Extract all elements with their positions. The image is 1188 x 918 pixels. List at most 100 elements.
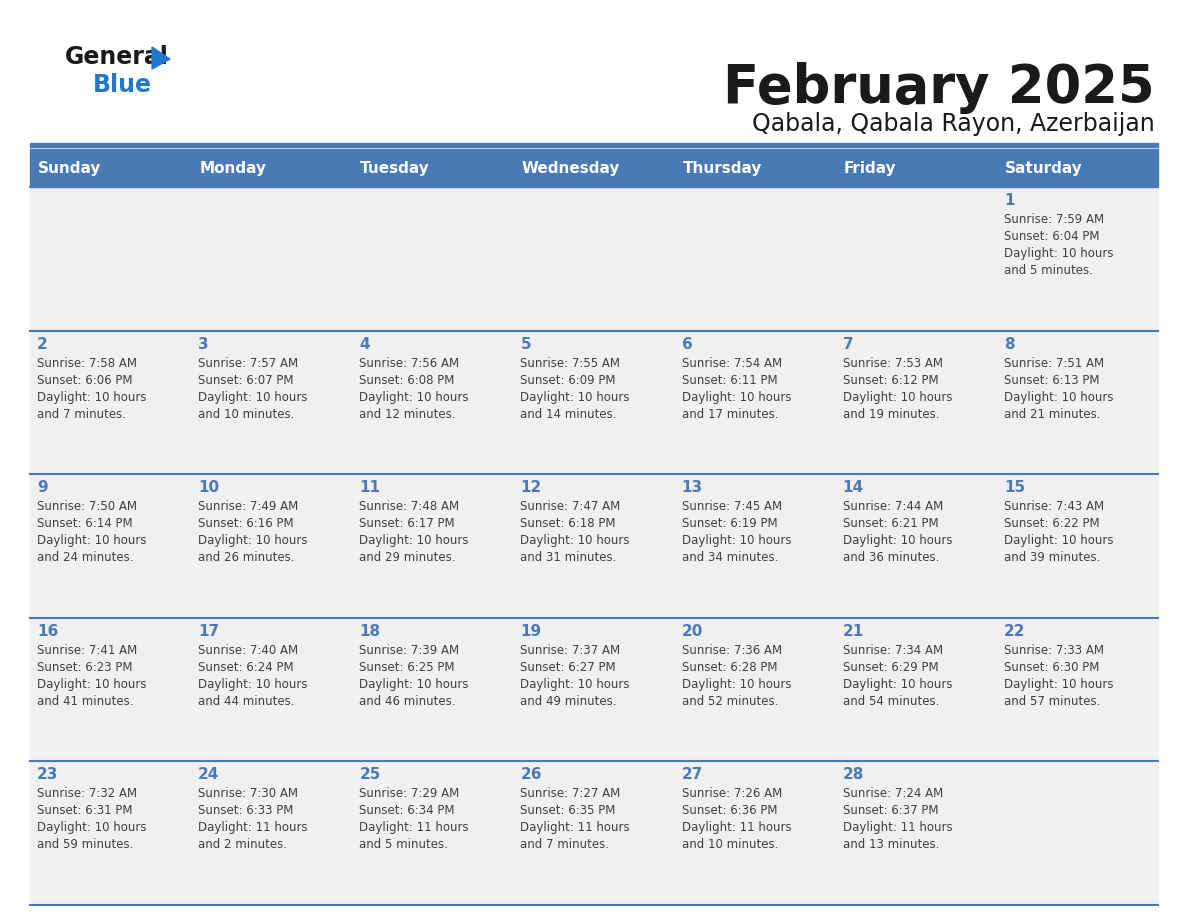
Text: Sunset: 6:12 PM: Sunset: 6:12 PM [842, 374, 939, 386]
Text: and 36 minutes.: and 36 minutes. [842, 551, 939, 565]
Text: Daylight: 10 hours: Daylight: 10 hours [37, 390, 146, 404]
Text: Sunrise: 7:59 AM: Sunrise: 7:59 AM [1004, 213, 1104, 226]
Text: 18: 18 [359, 624, 380, 639]
Text: and 39 minutes.: and 39 minutes. [1004, 551, 1100, 565]
Text: Daylight: 10 hours: Daylight: 10 hours [198, 390, 308, 404]
Text: Friday: Friday [843, 161, 896, 175]
Text: Sunset: 6:04 PM: Sunset: 6:04 PM [1004, 230, 1099, 243]
Text: Sunrise: 7:53 AM: Sunrise: 7:53 AM [842, 356, 943, 370]
Text: Daylight: 11 hours: Daylight: 11 hours [682, 822, 791, 834]
Bar [675, 475, 835, 618]
Text: Sunrise: 7:41 AM: Sunrise: 7:41 AM [37, 644, 138, 656]
Text: Sunrise: 7:44 AM: Sunrise: 7:44 AM [842, 500, 943, 513]
Text: Daylight: 10 hours: Daylight: 10 hours [37, 822, 146, 834]
Text: and 2 minutes.: and 2 minutes. [198, 838, 287, 851]
Bar [191, 618, 353, 761]
Text: Sunset: 6:09 PM: Sunset: 6:09 PM [520, 374, 615, 386]
Text: Sunset: 6:21 PM: Sunset: 6:21 PM [842, 517, 939, 531]
Text: and 44 minutes.: and 44 minutes. [198, 695, 295, 708]
Bar [997, 618, 1158, 761]
Text: Sunrise: 7:32 AM: Sunrise: 7:32 AM [37, 788, 137, 800]
Text: Sunrise: 7:24 AM: Sunrise: 7:24 AM [842, 788, 943, 800]
Bar [353, 618, 513, 761]
Text: 23: 23 [37, 767, 58, 782]
Text: Sunset: 6:27 PM: Sunset: 6:27 PM [520, 661, 617, 674]
Bar [353, 187, 513, 330]
Text: 24: 24 [198, 767, 220, 782]
Text: and 10 minutes.: and 10 minutes. [198, 408, 295, 420]
Text: and 5 minutes.: and 5 minutes. [1004, 264, 1093, 277]
Text: 10: 10 [198, 480, 220, 495]
Text: and 29 minutes.: and 29 minutes. [359, 551, 456, 565]
Text: General: General [65, 45, 169, 69]
Text: and 59 minutes.: and 59 minutes. [37, 838, 133, 851]
Text: Daylight: 10 hours: Daylight: 10 hours [198, 534, 308, 547]
Bar [30, 475, 191, 618]
Text: Sunrise: 7:40 AM: Sunrise: 7:40 AM [198, 644, 298, 656]
Text: Sunrise: 7:30 AM: Sunrise: 7:30 AM [198, 788, 298, 800]
Text: and 14 minutes.: and 14 minutes. [520, 408, 617, 420]
Text: Sunset: 6:08 PM: Sunset: 6:08 PM [359, 374, 455, 386]
Bar [513, 618, 675, 761]
Text: Sunset: 6:22 PM: Sunset: 6:22 PM [1004, 517, 1099, 531]
Bar [675, 149, 835, 187]
Text: Sunset: 6:11 PM: Sunset: 6:11 PM [682, 374, 777, 386]
Text: Sunrise: 7:26 AM: Sunrise: 7:26 AM [682, 788, 782, 800]
Text: Saturday: Saturday [1005, 161, 1082, 175]
Text: Daylight: 10 hours: Daylight: 10 hours [37, 534, 146, 547]
Text: Sunset: 6:13 PM: Sunset: 6:13 PM [1004, 374, 1099, 386]
Text: 6: 6 [682, 337, 693, 352]
Text: Sunset: 6:23 PM: Sunset: 6:23 PM [37, 661, 133, 674]
Text: Sunrise: 7:45 AM: Sunrise: 7:45 AM [682, 500, 782, 513]
Text: 26: 26 [520, 767, 542, 782]
Text: Sunrise: 7:43 AM: Sunrise: 7:43 AM [1004, 500, 1104, 513]
Text: Daylight: 10 hours: Daylight: 10 hours [359, 390, 469, 404]
Text: Sunset: 6:34 PM: Sunset: 6:34 PM [359, 804, 455, 817]
Text: and 17 minutes.: and 17 minutes. [682, 408, 778, 420]
Bar [997, 761, 1158, 905]
Text: Daylight: 10 hours: Daylight: 10 hours [1004, 247, 1113, 260]
Text: Daylight: 10 hours: Daylight: 10 hours [359, 677, 469, 691]
Bar [513, 187, 675, 330]
Text: February 2025: February 2025 [723, 62, 1155, 114]
Bar [675, 330, 835, 475]
Text: Sunrise: 7:37 AM: Sunrise: 7:37 AM [520, 644, 620, 656]
Bar [513, 475, 675, 618]
Text: Sunrise: 7:36 AM: Sunrise: 7:36 AM [682, 644, 782, 656]
Bar [835, 149, 997, 187]
Text: and 12 minutes.: and 12 minutes. [359, 408, 456, 420]
Text: Daylight: 10 hours: Daylight: 10 hours [1004, 534, 1113, 547]
Text: 27: 27 [682, 767, 703, 782]
Bar [675, 187, 835, 330]
Text: Daylight: 10 hours: Daylight: 10 hours [1004, 677, 1113, 691]
Text: Sunset: 6:30 PM: Sunset: 6:30 PM [1004, 661, 1099, 674]
Text: 11: 11 [359, 480, 380, 495]
Text: Sunrise: 7:27 AM: Sunrise: 7:27 AM [520, 788, 620, 800]
Text: 28: 28 [842, 767, 864, 782]
Text: 8: 8 [1004, 337, 1015, 352]
Text: Qabala, Qabala Rayon, Azerbaijan: Qabala, Qabala Rayon, Azerbaijan [752, 112, 1155, 136]
Text: Sunrise: 7:49 AM: Sunrise: 7:49 AM [198, 500, 298, 513]
Text: 5: 5 [520, 337, 531, 352]
Bar [30, 143, 1158, 147]
Bar [30, 149, 191, 187]
Bar [835, 330, 997, 475]
Bar [835, 618, 997, 761]
Text: and 5 minutes.: and 5 minutes. [359, 838, 448, 851]
Text: and 54 minutes.: and 54 minutes. [842, 695, 939, 708]
Text: and 19 minutes.: and 19 minutes. [842, 408, 940, 420]
Bar [835, 761, 997, 905]
Text: Sunset: 6:16 PM: Sunset: 6:16 PM [198, 517, 293, 531]
Text: and 49 minutes.: and 49 minutes. [520, 695, 617, 708]
Text: Sunrise: 7:47 AM: Sunrise: 7:47 AM [520, 500, 620, 513]
Bar [191, 330, 353, 475]
Text: and 26 minutes.: and 26 minutes. [198, 551, 295, 565]
Text: 16: 16 [37, 624, 58, 639]
Text: 17: 17 [198, 624, 220, 639]
Text: Thursday: Thursday [683, 161, 762, 175]
Bar [191, 761, 353, 905]
Text: 25: 25 [359, 767, 380, 782]
Text: Sunrise: 7:34 AM: Sunrise: 7:34 AM [842, 644, 943, 656]
Text: Sunset: 6:28 PM: Sunset: 6:28 PM [682, 661, 777, 674]
Bar [191, 149, 353, 187]
